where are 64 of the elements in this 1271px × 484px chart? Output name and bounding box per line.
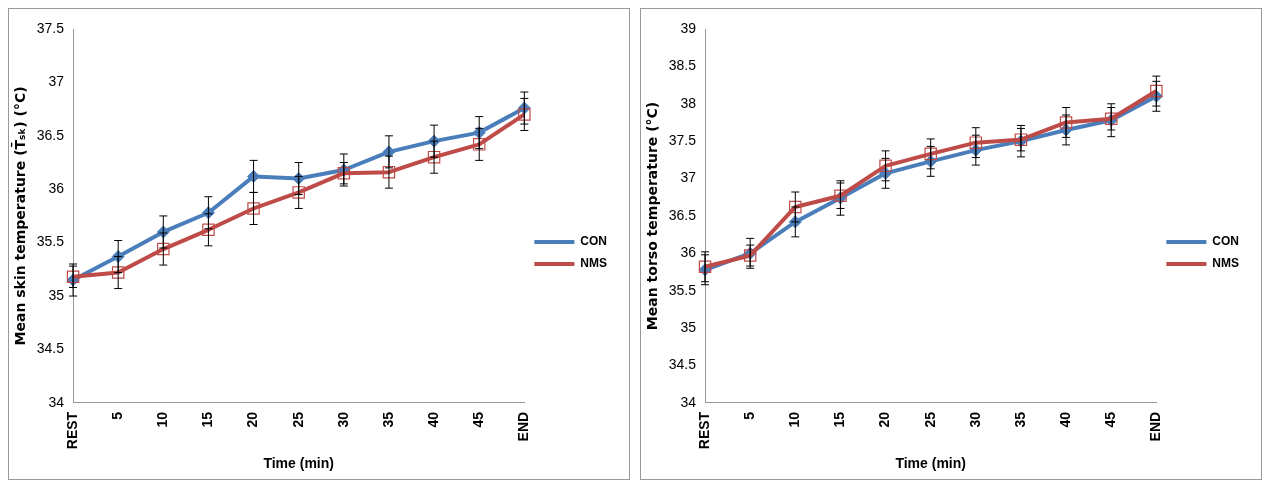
x-tick-label: 40 [1056, 411, 1073, 428]
x-tick-label: REST [63, 411, 80, 450]
y-axis-title: Mean torso temperature (°C) [644, 101, 661, 331]
y-tick-label: 37.5 [36, 19, 65, 36]
y-tick-label: 35 [48, 286, 65, 303]
x-tick-label: 40 [424, 411, 441, 428]
x-tick-label: 15 [199, 411, 216, 428]
point [1059, 116, 1073, 129]
x-tick-label: 25 [289, 411, 306, 428]
x-tick-label: 5 [109, 411, 126, 420]
y-tick-label: 34.5 [36, 340, 65, 357]
x-tick-label: 20 [876, 411, 893, 428]
y-tick-label: 35.5 [668, 281, 697, 298]
x-tick-label: 20 [244, 411, 261, 428]
y-tick-label: 34 [48, 393, 65, 410]
point [1150, 84, 1163, 98]
x-tick-label: 35 [1011, 411, 1028, 428]
point [924, 147, 937, 161]
y-axis-title: Mean skin temperature (T̄ₛₖ) (°C) [10, 86, 29, 346]
y-tick-label: 37.5 [668, 132, 697, 149]
x-tick-label: 10 [154, 411, 171, 428]
x-tick-label: 30 [334, 411, 351, 428]
y-tick-label: 35.5 [36, 233, 65, 250]
point [157, 242, 170, 256]
legend-label: NMS [580, 256, 608, 271]
y-tick-label: 35 [680, 318, 697, 335]
x-tick-label: END [1147, 411, 1164, 442]
y-tick-label: 36 [680, 244, 697, 261]
y-tick-label: 36.5 [36, 126, 65, 143]
y-tick-label: 38.5 [668, 57, 697, 74]
x-tick-label: 35 [379, 411, 396, 428]
point [111, 266, 125, 279]
y-tick-label: 38 [680, 94, 697, 111]
x-tick-label: 30 [966, 411, 983, 428]
y-tick-label: 37 [680, 169, 697, 186]
x-tick-label: END [515, 411, 532, 442]
point [969, 136, 983, 149]
point [427, 150, 441, 164]
y-tick-label: 34 [680, 393, 697, 410]
x-tick-label: 45 [470, 411, 487, 428]
x-axis-title: Time (min) [895, 455, 966, 472]
legend-label: CON [1212, 234, 1240, 249]
x-tick-label: REST [695, 411, 712, 450]
point [202, 223, 215, 237]
point [789, 200, 802, 214]
x-tick-label: 25 [921, 411, 938, 428]
x-tick-label: 45 [1102, 411, 1119, 428]
legend-label: NMS [1212, 256, 1240, 271]
point [518, 108, 531, 121]
y-tick-label: 36 [48, 180, 65, 197]
y-tick-label: 37 [48, 73, 65, 90]
y-tick-label: 34.5 [668, 356, 697, 373]
point [879, 159, 892, 173]
point [292, 186, 305, 199]
y-tick-label: 36.5 [668, 206, 697, 223]
point [472, 138, 486, 151]
legend-label: CON [580, 234, 608, 249]
x-axis-title: Time (min) [263, 455, 334, 472]
point [247, 202, 260, 215]
x-tick-label: 5 [741, 411, 758, 420]
x-tick-label: 15 [831, 411, 848, 428]
point [382, 165, 396, 179]
y-tick-label: 39 [680, 19, 697, 36]
x-tick-label: 10 [786, 411, 803, 428]
